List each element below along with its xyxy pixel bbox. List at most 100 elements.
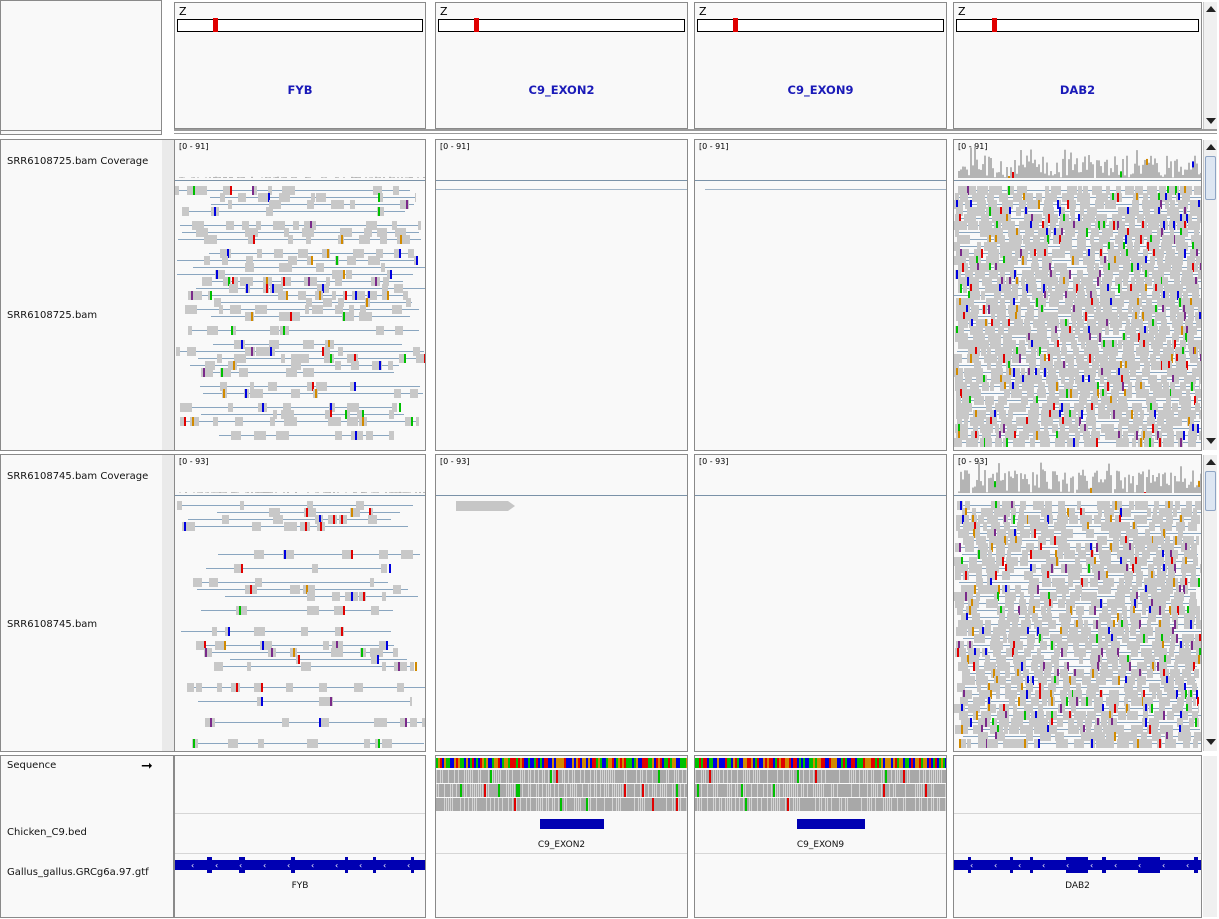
read-line <box>705 189 946 190</box>
feature-column-dab2[interactable]: ‹ ‹ ‹ ‹ ‹ ‹ ‹ ‹ ‹ ‹ DAB2 <box>953 755 1202 918</box>
header-name-panel <box>0 0 162 131</box>
coverage-baseline <box>436 495 687 496</box>
sequence-bases <box>436 758 687 811</box>
panel-1-column-c9-exon2[interactable]: [0 - 91] <box>435 139 688 451</box>
panel-1-column-dab2[interactable]: [0 - 91] <box>953 139 1202 451</box>
panel-2-scrollbar[interactable] <box>1203 455 1217 751</box>
svg-text:‹: ‹ <box>215 861 218 870</box>
coverage-track-label[interactable]: SRR6108745.bam Coverage <box>7 471 149 482</box>
svg-text:‹: ‹ <box>1114 861 1117 870</box>
svg-text:‹: ‹ <box>994 861 997 870</box>
header-column-dab2[interactable]: Z DAB2 <box>953 2 1202 129</box>
gene-model[interactable]: ‹ ‹ ‹ ‹ ‹ ‹ ‹ ‹ ‹ ‹ <box>954 756 1202 918</box>
feature-name-area: Sequence ➞ Chicken_C9.bed Gallus_gallus.… <box>0 755 174 918</box>
header-column-c9-exon9[interactable]: Z C9_EXON9 <box>694 2 947 129</box>
ideogram-marker <box>213 18 218 32</box>
panel-2-column-c9-exon9[interactable]: [0 - 93] <box>694 454 947 752</box>
track-divider <box>175 813 425 814</box>
chromosome-ideogram[interactable] <box>177 18 423 32</box>
chromosome-ideogram[interactable] <box>956 18 1199 32</box>
gene-model[interactable]: ‹ ‹ ‹ ‹ ‹ ‹ ‹ ‹ ‹ ‹ <box>175 756 426 918</box>
read-alignments[interactable] <box>175 140 426 451</box>
attribute-strip <box>162 455 174 751</box>
chromosome-label: Z <box>699 5 707 18</box>
data-range-label: [0 - 93] <box>440 457 470 466</box>
panel-1-scrollbar[interactable] <box>1203 140 1217 450</box>
svg-text:‹: ‹ <box>335 861 338 870</box>
chromosome-label: Z <box>179 5 187 18</box>
svg-text:‹: ‹ <box>1162 861 1165 870</box>
scroll-down-icon[interactable] <box>1206 739 1216 745</box>
panel-2-column-fyb[interactable]: [0 - 93] <box>174 454 426 752</box>
data-range-label: [0 - 91] <box>958 142 988 151</box>
attribute-strip <box>162 140 174 450</box>
ideogram-marker <box>474 18 479 32</box>
data-range-label: [0 - 91] <box>699 142 729 151</box>
gene-name-label: DAB2 <box>1065 881 1090 891</box>
panel-2-column-c9-exon2[interactable]: [0 - 93] <box>435 454 688 752</box>
scroll-thumb[interactable] <box>1205 471 1216 511</box>
locus-name[interactable]: FYB <box>287 83 313 97</box>
feature-column-fyb[interactable]: ‹ ‹ ‹ ‹ ‹ ‹ ‹ ‹ ‹ ‹ FYB <box>174 755 426 918</box>
alignment-track-label[interactable]: SRR6108745.bam <box>7 619 98 630</box>
svg-text:‹: ‹ <box>1042 861 1045 870</box>
ideogram-marker <box>992 18 997 32</box>
scroll-up-icon[interactable] <box>1206 6 1216 12</box>
read-alignments[interactable] <box>175 455 426 752</box>
svg-text:‹: ‹ <box>311 861 314 870</box>
panel-1-column-c9-exon9[interactable]: [0 - 91] <box>694 139 947 451</box>
scroll-down-icon[interactable] <box>1206 118 1216 124</box>
single-read-glyph[interactable] <box>436 455 688 752</box>
svg-text:‹: ‹ <box>1186 861 1189 870</box>
svg-text:‹: ‹ <box>191 861 194 870</box>
svg-text:‹: ‹ <box>1018 861 1021 870</box>
data-range-label: [0 - 91] <box>440 142 470 151</box>
header-scrollbar[interactable] <box>1203 2 1217 129</box>
chromosome-ideogram[interactable] <box>438 18 685 32</box>
bed-feature-label: C9_EXON2 <box>537 840 586 850</box>
header-column-fyb[interactable]: Z FYB <box>174 2 426 129</box>
chromosome-ideogram[interactable] <box>697 18 944 32</box>
panel-2-column-dab2[interactable]: [0 - 93] <box>953 454 1202 752</box>
bed-feature[interactable] <box>540 819 604 829</box>
track-divider <box>695 853 946 854</box>
bed-feature[interactable] <box>797 819 865 829</box>
svg-text:‹: ‹ <box>1066 861 1069 870</box>
feature-column-c9-exon2[interactable]: C9_EXON2 <box>435 755 688 918</box>
read-line <box>436 189 687 190</box>
alignment-track-label[interactable]: SRR6108725.bam <box>7 310 98 321</box>
gtf-track-label[interactable]: Gallus_gallus.GRCg6a.97.gtf <box>7 867 149 878</box>
feature-column-c9-exon9[interactable]: C9_EXON9 <box>694 755 947 918</box>
svg-text:‹: ‹ <box>239 861 242 870</box>
svg-text:‹: ‹ <box>359 861 362 870</box>
sequence-bases <box>695 758 946 811</box>
bed-feature-label: C9_EXON9 <box>796 840 845 850</box>
locus-name[interactable]: DAB2 <box>1059 83 1096 97</box>
track-divider <box>175 853 425 854</box>
coverage-track-label[interactable]: SRR6108725.bam Coverage <box>7 156 149 167</box>
chromosome-label: Z <box>958 5 966 18</box>
bed-track-label[interactable]: Chicken_C9.bed <box>7 827 87 838</box>
scroll-thumb[interactable] <box>1205 156 1216 200</box>
scroll-up-icon[interactable] <box>1206 144 1216 150</box>
ideogram-marker <box>733 18 738 32</box>
svg-text:‹: ‹ <box>970 861 973 870</box>
track-divider <box>954 853 1201 854</box>
sequence-track-label[interactable]: Sequence <box>7 760 57 771</box>
header-column-c9-exon2[interactable]: Z C9_EXON2 <box>435 2 688 129</box>
arrow-right-icon[interactable]: ➞ <box>141 758 153 774</box>
coverage-baseline <box>436 180 687 181</box>
data-range-label: [0 - 93] <box>699 457 729 466</box>
read-alignments[interactable] <box>954 140 1202 451</box>
coverage-baseline <box>695 180 946 181</box>
panel-1-column-fyb[interactable]: [0 - 91] <box>174 139 426 451</box>
read-alignments[interactable] <box>954 455 1202 752</box>
track-divider <box>436 853 687 854</box>
chromosome-label: Z <box>440 5 448 18</box>
gene-name-label: FYB <box>291 881 309 891</box>
panel-2-name-area: SRR6108745.bam Coverage SRR6108745.bam <box>0 454 174 752</box>
locus-name[interactable]: C9_EXON9 <box>787 83 854 97</box>
scroll-up-icon[interactable] <box>1206 459 1216 465</box>
locus-name[interactable]: C9_EXON2 <box>528 83 595 97</box>
scroll-down-icon[interactable] <box>1206 438 1216 444</box>
